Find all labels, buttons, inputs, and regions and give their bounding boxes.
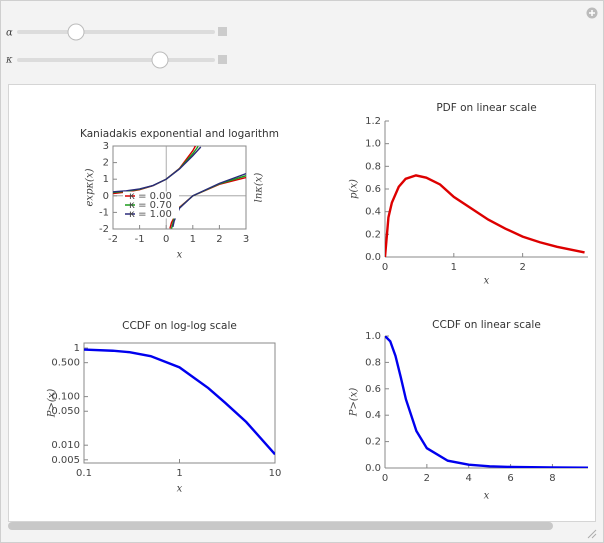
slider-thumb[interactable]	[67, 23, 85, 41]
y-tick-label: 0.4	[365, 207, 381, 218]
curve	[385, 174, 585, 257]
y-tick-label: 0	[103, 191, 109, 202]
curve	[385, 336, 588, 468]
x-tick-label: 0	[382, 473, 388, 484]
plot-frame	[112, 145, 247, 230]
y-tick-label: 0.8	[365, 357, 381, 368]
y-tick-label: 0.0	[365, 252, 381, 263]
legend-bg	[123, 191, 179, 201]
y-tick-label: 2	[103, 158, 109, 169]
chart-title: Kaniadakis exponential and logarithm	[80, 128, 279, 140]
y-tick-label: -2	[99, 224, 109, 235]
y-axis-label: P>(x)	[349, 388, 360, 418]
legend-bg	[123, 200, 179, 210]
x-tick-label: 1	[451, 262, 457, 273]
y-axis-label: p(x)	[349, 179, 360, 199]
x-tick-label: -1	[135, 234, 145, 245]
y-tick-label: 1.2	[365, 116, 381, 127]
curve	[172, 173, 246, 228]
x-tick-label: 1	[176, 468, 182, 479]
y-tick-label: 0.005	[51, 455, 80, 466]
x-tick-label: 4	[466, 473, 472, 484]
x-tick-label: 3	[243, 234, 249, 245]
y-tick-label: 1	[74, 343, 80, 354]
x-axis-label: x	[177, 250, 183, 261]
y-tick-label: 0.050	[51, 406, 80, 417]
x-tick-label: -2	[108, 234, 118, 245]
y-tick-label: -1	[99, 207, 109, 218]
y-tick-label: 3	[103, 141, 109, 152]
control-label: κ	[5, 55, 13, 66]
x-tick-label: 10	[269, 468, 282, 479]
y2-axis-label: lnκ(x)	[254, 173, 265, 203]
chart-title: PDF on linear scale	[436, 102, 536, 114]
curve	[84, 348, 275, 456]
resize-grip[interactable]	[587, 529, 597, 539]
chart-title: CCDF on log-log scale	[122, 320, 237, 332]
x-tick-label: 2	[216, 234, 222, 245]
y-tick-label: 1.0	[365, 139, 381, 150]
y-tick-label: 0.500	[51, 358, 80, 369]
x-tick-label: 8	[549, 473, 555, 484]
y-tick-label: 0.4	[365, 410, 381, 421]
legend-entry: κ = 0.00	[129, 191, 172, 202]
y-tick-label: 0.100	[51, 392, 80, 403]
x-tick-label: 2	[424, 473, 430, 484]
x-tick-label: 0	[163, 234, 169, 245]
y-tick-label: 0.2	[365, 229, 381, 240]
y-tick-label: 0.6	[365, 184, 381, 195]
legend-bg	[123, 209, 179, 219]
x-tick-label: 0	[382, 262, 388, 273]
x-tick-label: 1	[190, 234, 196, 245]
slider-expand[interactable]	[218, 55, 227, 64]
x-axis-label: x	[177, 484, 183, 495]
y-tick-label: 0.2	[365, 437, 381, 448]
slider-track[interactable]	[17, 30, 215, 34]
y-tick-label: 0.6	[365, 384, 381, 395]
x-axis-label: x	[484, 276, 490, 287]
x-tick-label: 2	[519, 262, 525, 273]
slider-thumb[interactable]	[151, 51, 169, 69]
slider-track[interactable]	[17, 58, 215, 62]
chart-title: CCDF on linear scale	[432, 319, 541, 331]
y-tick-label: 0.010	[51, 440, 80, 451]
y-axis-label: P>(x)	[47, 389, 58, 419]
scrollbar[interactable]	[8, 522, 553, 530]
options-icon	[589, 10, 595, 16]
legend-entry: κ = 0.70	[129, 200, 172, 211]
legend-entry: κ = 1.00	[129, 209, 172, 220]
y-tick-label: 1.0	[365, 331, 381, 342]
output-area	[8, 84, 596, 522]
x-tick-label: 0.1	[76, 468, 92, 479]
x-axis-label: x	[484, 491, 490, 502]
y-tick-label: 0.8	[365, 161, 381, 172]
x-tick-label: 6	[507, 473, 513, 484]
y-tick-label: 1	[103, 174, 109, 185]
control-label: α	[6, 28, 13, 39]
y-tick-label: 0.0	[365, 463, 381, 474]
curve	[113, 146, 202, 193]
slider-expand[interactable]	[218, 27, 227, 36]
y-axis-label: expκ(x)	[85, 168, 96, 206]
